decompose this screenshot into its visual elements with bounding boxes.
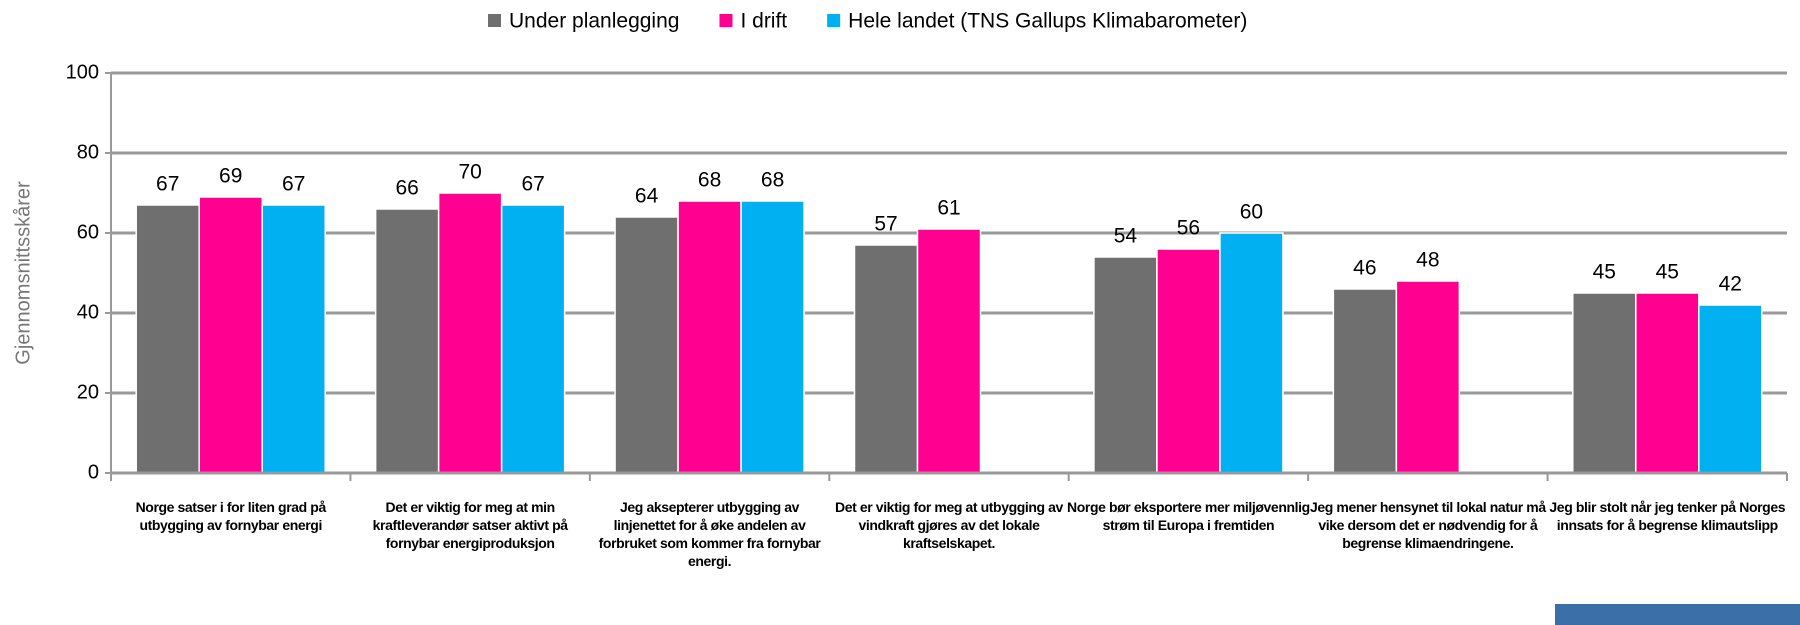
bar — [1220, 233, 1283, 473]
data-label: 67 — [156, 173, 179, 196]
bar — [615, 217, 678, 473]
data-label: 45 — [1593, 261, 1616, 284]
bar — [199, 197, 262, 473]
bar — [136, 205, 199, 473]
bar — [741, 201, 804, 473]
data-label: 45 — [1656, 261, 1679, 284]
x-tick-label: Jeg mener hensynet til lokal natur må vi… — [1306, 498, 1549, 552]
bar — [1636, 293, 1699, 473]
bar — [1699, 305, 1762, 473]
x-tick-label: Norge satser i for liten grad på utbyggi… — [109, 498, 352, 534]
bar — [1094, 257, 1157, 473]
legend-label: Hele landet (TNS Gallups Klimabarometer) — [848, 10, 1247, 33]
y-axis-label: Gjennomsnittsskårer — [12, 181, 34, 365]
data-label: 57 — [874, 213, 897, 236]
bar — [502, 205, 565, 473]
bar — [1333, 289, 1396, 473]
y-tick-label: 60 — [77, 221, 99, 243]
bar — [262, 205, 325, 473]
y-tick-label: 20 — [77, 381, 99, 403]
data-label: 68 — [761, 169, 784, 192]
bar — [1157, 249, 1220, 473]
x-tick-label: Det er viktig for meg at utbygging av vi… — [827, 498, 1070, 552]
x-tick-label: Det er viktig for meg at min kraftlevera… — [348, 498, 591, 552]
decoration — [1555, 604, 1800, 625]
data-label: 67 — [521, 173, 544, 196]
y-tick-label: 0 — [88, 461, 99, 483]
bar — [376, 209, 439, 473]
data-label: 48 — [1416, 249, 1439, 272]
data-label: 56 — [1177, 217, 1200, 240]
data-label: 60 — [1240, 201, 1263, 224]
y-tick-label: 100 — [66, 61, 99, 83]
data-label: 64 — [635, 185, 659, 208]
data-label: 42 — [1719, 273, 1742, 296]
x-tick-label: Norge bør eksportere mer miljøvennlig st… — [1067, 498, 1310, 534]
x-tick-label: Jeg aksepterer utbygging av linjenettet … — [588, 498, 831, 570]
legend-label: I drift — [740, 10, 787, 33]
x-tick-label: Jeg blir stolt når jeg tenker på Norges … — [1546, 498, 1789, 534]
data-label: 54 — [1114, 225, 1138, 248]
data-label: 67 — [282, 173, 305, 196]
bar — [678, 201, 741, 473]
legend-swatch — [719, 14, 732, 27]
y-tick-label: 80 — [77, 141, 99, 163]
page: {"chart_data": {"type": "bar", "y_label"… — [0, 0, 1800, 625]
bar — [439, 193, 502, 473]
y-tick-label: 40 — [77, 301, 99, 323]
data-label: 70 — [458, 161, 481, 184]
legend-label: Under planlegging — [509, 10, 679, 33]
bar — [1573, 293, 1636, 473]
bar — [918, 229, 981, 473]
data-label: 69 — [219, 165, 242, 188]
legend-swatch — [488, 14, 501, 27]
data-label: 68 — [698, 169, 721, 192]
data-label: 46 — [1353, 257, 1376, 280]
bar — [855, 245, 918, 473]
legend-swatch — [827, 14, 840, 27]
data-label: 61 — [937, 197, 960, 220]
data-label: 66 — [395, 177, 418, 200]
bar — [1396, 281, 1459, 473]
